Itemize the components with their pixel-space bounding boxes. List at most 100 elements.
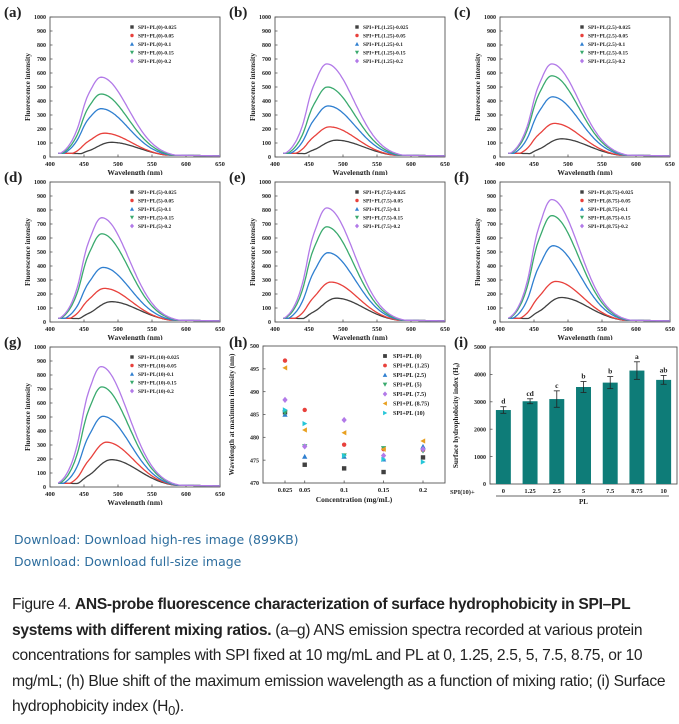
y-tick-label: 400 xyxy=(262,264,271,270)
x-tick-label: 600 xyxy=(181,491,191,498)
x-tick-label: 450 xyxy=(529,161,539,168)
scatter-point xyxy=(420,438,426,444)
y-tick-label: 600 xyxy=(487,71,496,77)
legend-marker xyxy=(579,206,585,211)
y-tick-label: 300 xyxy=(262,113,271,119)
download-fullsize-link[interactable]: Download: Download full-size image xyxy=(14,554,242,569)
series-line xyxy=(508,63,670,157)
x-tick-label: 650 xyxy=(215,161,225,168)
plot-frame xyxy=(49,346,221,488)
scatter-point xyxy=(420,455,426,460)
legend-label: SPI+PL(2.5)-0.025 xyxy=(588,24,631,31)
caption-body: (a–g) ANS emission spectra recorded at v… xyxy=(12,621,666,716)
legend-label: SPI+PL(5)-0.15 xyxy=(138,215,174,222)
scatter-point xyxy=(282,358,288,363)
y-tick-label: 0 xyxy=(43,155,46,161)
x-tick-label: 500 xyxy=(113,161,123,168)
panel-f: (f) Fluorescence intensity 0 100 200 300 400 50… xyxy=(454,170,675,340)
bar xyxy=(522,401,538,484)
legend-marker xyxy=(579,41,585,46)
caption-body-end: ). xyxy=(175,698,184,715)
significance-label: a xyxy=(635,352,639,361)
x-tick-label: 500 xyxy=(563,161,573,168)
x-tick-label: 550 xyxy=(372,326,382,333)
legend-marker xyxy=(383,354,387,358)
figure-caption: Figure 4. ANS-probe fluorescence charact… xyxy=(12,592,674,724)
x-tick-label: 400 xyxy=(45,161,55,168)
y-tick-label: 475 xyxy=(250,458,259,464)
panel-d: (d) Fluorescence intensity 0 100 200 300 400 50… xyxy=(4,170,225,340)
y-tick-label: 600 xyxy=(262,236,271,242)
y-tick-label: 700 xyxy=(37,57,46,63)
y-tick-label: 200 xyxy=(487,292,496,298)
y-tick-label: 0 xyxy=(268,320,271,326)
x-tick-label: 600 xyxy=(406,326,416,333)
y-tick-label: 700 xyxy=(262,222,271,228)
x-tick-label: 2.5 xyxy=(553,488,562,495)
y-tick-label: 0 xyxy=(43,320,46,326)
legend-label: SPI+PL (8.75) xyxy=(393,401,429,408)
scatter-point xyxy=(381,469,386,475)
x-tick-label: 0.2 xyxy=(419,487,427,494)
x-axis-label: Wavelength (nm) xyxy=(107,168,163,175)
bar xyxy=(629,370,645,484)
x-prefix-label: SPI(10)+ xyxy=(450,489,475,496)
y-tick-label: 1000 xyxy=(34,345,46,351)
x-tick-label: 550 xyxy=(597,326,607,333)
panel-label: (b) xyxy=(229,5,247,21)
legend-marker xyxy=(580,33,584,38)
legend-label: SPI+PL(2.5)-0.2 xyxy=(588,58,626,65)
y-tick-label: 300 xyxy=(37,443,46,449)
scatter-point xyxy=(282,407,288,413)
y-tick-label: 2000 xyxy=(474,427,486,433)
download-highres-link[interactable]: Download: Download high-res image (899KB… xyxy=(14,532,299,547)
significance-label: b xyxy=(608,367,612,376)
legend-label: SPI+PL (2.5) xyxy=(393,372,426,379)
legend-label: SPI+PL(0)-0.1 xyxy=(138,41,171,48)
scatter-point xyxy=(420,459,426,465)
legend-label: SPI+PL (7.5) xyxy=(393,391,426,398)
x-tick-label: 450 xyxy=(79,161,89,168)
panel-label: (h) xyxy=(229,335,247,351)
legend-label: SPI+PL(7.5)-0.025 xyxy=(363,189,406,196)
legend-label: SPI+PL(8.75)-0.05 xyxy=(588,198,631,205)
figure-label: Figure 4. xyxy=(12,596,71,613)
x-tick-label: 450 xyxy=(304,161,314,168)
legend-marker xyxy=(130,355,134,359)
legend-marker xyxy=(579,215,585,220)
y-axis-label: Wavelength at maximum intensity (nm) xyxy=(228,353,236,475)
y-tick-label: 500 xyxy=(262,85,271,91)
legend-marker xyxy=(129,215,135,220)
significance-label: c xyxy=(555,381,559,390)
plot-frame xyxy=(49,181,221,323)
x-tick-label: 1.25 xyxy=(524,488,536,495)
y-tick-label: 500 xyxy=(487,85,496,91)
legend-label: SPI+PL(1.25)-0.05 xyxy=(363,33,406,40)
scatter-point xyxy=(282,396,288,403)
legend-marker xyxy=(129,388,135,394)
legend-marker xyxy=(354,41,360,46)
y-tick-label: 500 xyxy=(250,344,259,350)
y-tick-label: 0 xyxy=(483,482,486,488)
significance-label: cd xyxy=(526,389,534,398)
y-tick-label: 700 xyxy=(262,57,271,63)
series-line xyxy=(283,63,445,157)
x-tick-label: 550 xyxy=(372,161,382,168)
y-tick-label: 700 xyxy=(37,222,46,228)
scatter-point xyxy=(420,446,426,453)
y-tick-label: 1000 xyxy=(484,180,496,186)
x-tick-label: 650 xyxy=(665,161,675,168)
legend-label: SPI+PL(0)-0.15 xyxy=(138,50,174,57)
x-axis-label: Wavelength (nm) xyxy=(557,333,613,340)
scatter-point xyxy=(302,453,308,459)
panel-a: (a) Fluorescence intensity 0 100 200 300 400 50… xyxy=(4,5,225,175)
legend-label: SPI+PL(10)-0.05 xyxy=(138,363,177,370)
legend-marker xyxy=(579,50,585,55)
panel-i: (i)Surface hydrophobicity index (H₀)0100… xyxy=(450,335,678,505)
legend-label: SPI+PL(10)-0.025 xyxy=(138,354,180,361)
y-tick-label: 200 xyxy=(262,292,271,298)
y-tick-label: 500 xyxy=(37,415,46,421)
x-tick-label: 550 xyxy=(147,326,157,333)
panel-e: (e) Fluorescence intensity 0 100 200 300 400 50… xyxy=(229,170,450,340)
scatter-point xyxy=(341,430,347,436)
